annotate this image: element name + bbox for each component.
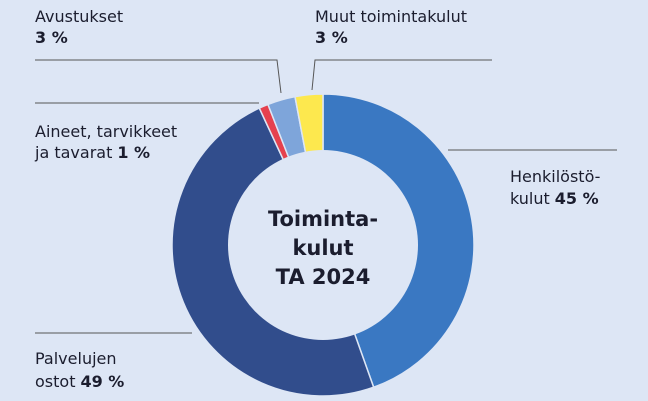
center-title: kulut (292, 236, 353, 260)
leader-line (35, 59, 282, 94)
category-label: Henkilöstö- (510, 167, 600, 186)
slice-label: ja tavarat 1 % (34, 143, 150, 162)
slice-label: ostot 49 % (35, 372, 124, 391)
category-label: Palvelujen (35, 349, 117, 368)
category-label: Avustukset (35, 7, 123, 26)
slice-label: kulut 45 % (510, 189, 599, 208)
leader-line (311, 59, 492, 91)
category-label: ostot (35, 372, 75, 391)
value-label: 3 % (35, 28, 68, 47)
value-label: 49 % (80, 372, 124, 391)
slice-label: Aineet, tarvikkeet (35, 122, 177, 141)
value-label: 1 % (117, 143, 150, 162)
slice-label: Avustukset (35, 7, 123, 26)
category-label: ja tavarat (34, 143, 112, 162)
category-label: Aineet, tarvikkeet (35, 122, 177, 141)
category-label: Muut toimintakulut (315, 7, 467, 26)
slice-label: Henkilöstö- (510, 167, 600, 186)
value-label: 45 % (555, 189, 599, 208)
donut-hole (228, 150, 418, 340)
slice-label: Muut toimintakulut (315, 7, 467, 26)
center-title: TA 2024 (276, 265, 371, 289)
value-label: 3 % (315, 28, 348, 47)
category-label: kulut (510, 189, 550, 208)
slice-label: Palvelujen (35, 349, 117, 368)
center-title: Toiminta- (268, 207, 378, 231)
